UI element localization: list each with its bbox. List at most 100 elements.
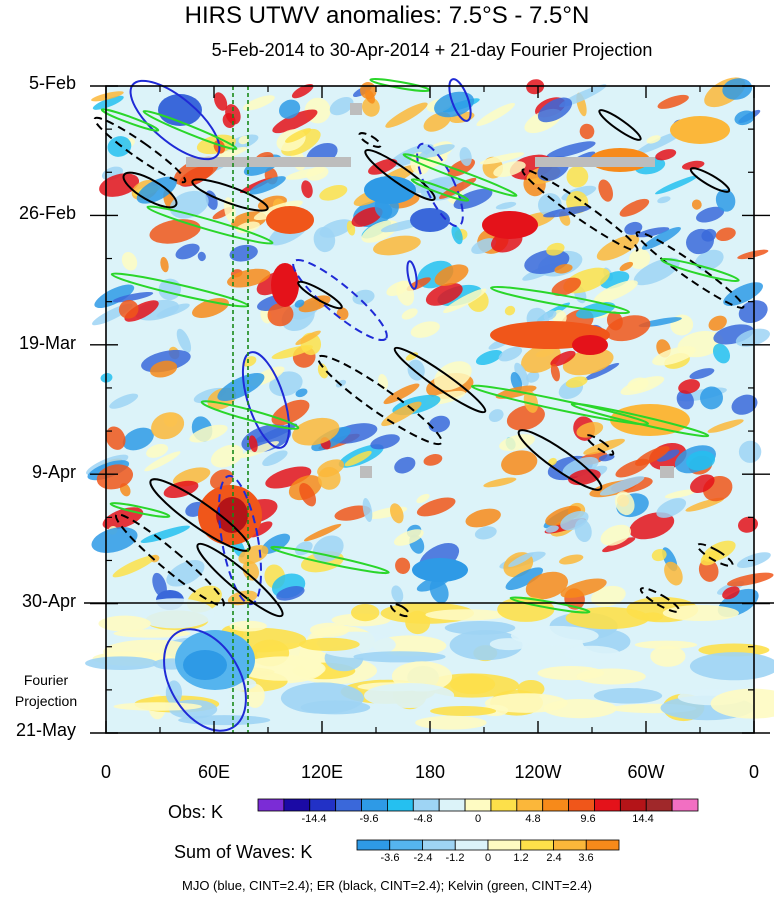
obs-anomaly-cell: [583, 438, 625, 455]
obs-anomaly-cell: [368, 158, 398, 175]
obs-anomaly-cell: [615, 491, 635, 516]
obs-anomaly-cell: [285, 128, 312, 143]
obs-anomaly-cell: [197, 251, 206, 262]
obs-anomaly-cell: [249, 176, 286, 195]
obs-anomaly-cell: [105, 426, 126, 450]
projection-anomaly-cell: [641, 612, 663, 622]
obs-anomaly-cell: [301, 180, 313, 199]
projection-anomaly-cell: [364, 683, 455, 708]
obs-anomaly-cell: [144, 451, 181, 472]
contour-legend: MJO (blue, CINT=2.4); ER (black, CINT=2.…: [182, 878, 592, 893]
obs-anomaly-cell: [150, 554, 160, 563]
er-contour: [521, 168, 639, 252]
obs-anomaly-feature: [216, 497, 248, 533]
obs-anomaly-cell: [652, 346, 696, 366]
er-contour: [358, 132, 382, 148]
obs-anomaly-cell: [550, 350, 576, 367]
kelvin-contour: [100, 108, 160, 132]
obs-anomaly-cell: [664, 561, 683, 586]
er-contour: [689, 167, 731, 193]
er-contour: [364, 149, 436, 201]
obs-anomaly-cell: [146, 443, 169, 458]
waves-colorbar-tick: 0: [484, 852, 492, 864]
obs-colorbar-swatch: [361, 798, 388, 812]
obs-anomaly-cell: [474, 526, 497, 540]
obs-anomaly-cell: [543, 310, 557, 321]
mjo-contour: [416, 142, 464, 228]
obs-anomaly-cell: [554, 264, 573, 274]
obs-anomaly-cell: [655, 175, 698, 195]
kelvin-contour: [490, 285, 630, 315]
obs-anomaly-cell: [272, 109, 318, 134]
obs-anomaly-feature: [364, 176, 416, 204]
projection-anomaly-cell: [449, 630, 523, 661]
obs-anomaly-cell: [152, 572, 167, 598]
obs-anomaly-cell: [566, 165, 589, 188]
obs-anomaly-cell: [393, 529, 424, 546]
waves-colorbar-tick: 3.6: [578, 852, 594, 864]
obs-anomaly-cell: [362, 97, 380, 117]
obs-anomaly-cell: [238, 135, 250, 145]
obs-anomaly-cell: [303, 523, 342, 542]
obs-colorbar-tick: -4.8: [413, 813, 433, 825]
waves-colorbar-tick: -2.4: [413, 852, 433, 864]
obs-anomaly-cell: [99, 173, 140, 197]
obs-anomaly-cell: [248, 435, 258, 453]
er-contour: [196, 542, 284, 618]
obs-anomaly-cell: [242, 560, 260, 581]
obs-anomaly-cell: [545, 525, 559, 533]
er-contour: [390, 602, 410, 618]
obs-anomaly-cell: [686, 228, 714, 255]
obs-anomaly-cell: [657, 196, 671, 204]
obs-anomaly-cell: [243, 356, 257, 367]
obs-anomaly-cell: [510, 372, 523, 392]
obs-anomaly-cell: [707, 419, 744, 433]
kelvin-contour: [410, 178, 470, 202]
obs-anomaly-cell: [731, 394, 758, 415]
obs-anomaly-cell: [727, 572, 774, 587]
obs-anomaly-cell: [523, 390, 539, 413]
obs-anomaly-cell: [362, 497, 373, 523]
obs-anomaly-cell: [501, 450, 538, 476]
kelvin-contour: [402, 153, 518, 197]
x-tick-label: 120E: [300, 762, 344, 782]
obs-anomaly-feature: [410, 208, 450, 232]
obs-anomaly-cell: [291, 83, 314, 99]
er-contour: [696, 543, 734, 567]
obs-colorbar-swatch: [438, 798, 466, 812]
obs-anomaly-cell: [396, 280, 415, 306]
obs-anomaly-cell: [150, 360, 178, 378]
obs-anomaly-cell: [605, 315, 651, 342]
obs-anomaly-cell: [526, 371, 540, 383]
obs-colorbar-tick: -14.4: [301, 813, 327, 825]
waves-colorbar-tick: 1.2: [513, 852, 529, 864]
waves-colorbar-swatch: [389, 839, 423, 851]
obs-anomaly-cell: [92, 95, 124, 110]
obs-anomaly-cell: [600, 524, 632, 546]
obs-anomaly-cell: [712, 343, 731, 364]
obs-anomaly-cell: [298, 295, 331, 313]
obs-anomaly-cell: [548, 457, 557, 466]
obs-anomaly-cell: [619, 261, 634, 271]
obs-anomaly-cell: [352, 289, 375, 305]
projection-anomaly-cell: [710, 688, 774, 719]
obs-anomaly-cell: [678, 379, 700, 394]
obs-anomaly-cell: [312, 535, 344, 563]
obs-anomaly-cell: [319, 184, 348, 201]
obs-anomaly-cell: [140, 525, 190, 543]
obs-anomaly-cell: [149, 219, 201, 244]
obs-anomaly-cell: [418, 144, 455, 159]
obs-anomaly-cell: [593, 280, 638, 303]
obs-anomaly-cell: [176, 328, 192, 353]
projection-anomaly-cell: [593, 688, 663, 704]
obs-anomaly-cell: [465, 508, 501, 528]
obs-anomaly-cell: [334, 505, 371, 521]
obs-anomaly-cell: [686, 450, 716, 471]
obs-anomaly-cell: [738, 440, 762, 463]
obs-anomaly-cell: [598, 454, 615, 462]
obs-anomaly-cell: [394, 456, 416, 474]
obs-anomaly-cell: [395, 557, 411, 574]
kelvin-contour: [270, 545, 390, 575]
mjo-contour: [292, 258, 388, 342]
